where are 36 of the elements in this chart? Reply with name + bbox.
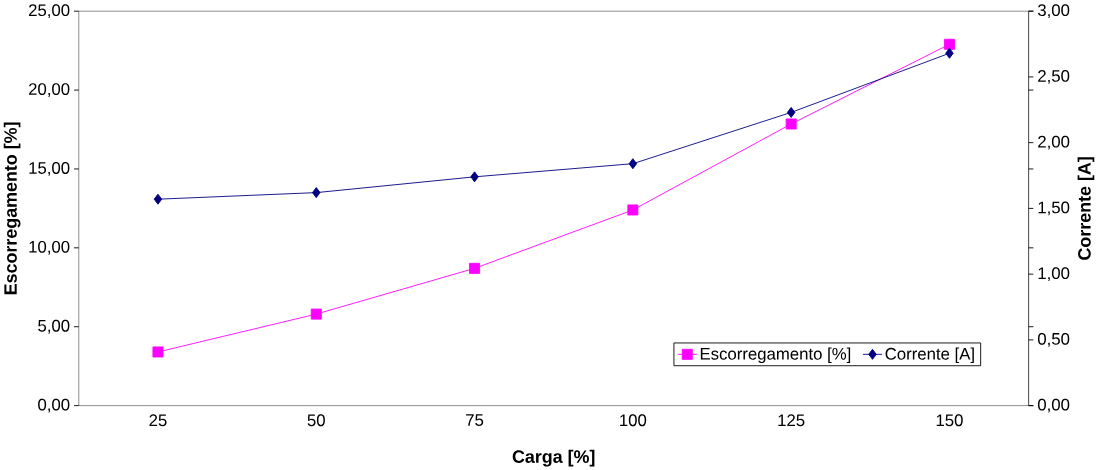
x-tick-label: 150 xyxy=(936,414,963,427)
y-tick-label: 15,00 xyxy=(29,161,70,176)
x-axis-title: Carga [%] xyxy=(512,449,595,467)
legend-label: Corrente [A] xyxy=(885,347,974,363)
y2-tick-label: 1,00 xyxy=(1038,267,1070,281)
y2-axis-title: Corrente [A] xyxy=(1077,157,1095,260)
point xyxy=(785,118,797,130)
y2-tick-label: 1,50 xyxy=(1038,201,1070,216)
x-tick-label: 75 xyxy=(466,414,484,426)
y-tick-label: 10,00 xyxy=(29,240,70,255)
y-tick-label: 5,00 xyxy=(38,319,70,334)
x-tick-label: 50 xyxy=(307,414,325,427)
point xyxy=(786,106,796,118)
y2-tick-label: 2,50 xyxy=(1038,69,1070,84)
point xyxy=(945,47,954,59)
x-tick-label: 25 xyxy=(149,414,167,427)
point xyxy=(152,346,164,358)
point xyxy=(312,186,321,198)
y-tick-label: 20,00 xyxy=(28,82,70,97)
point xyxy=(153,193,163,205)
x-tick-label: 100 xyxy=(620,414,647,427)
point xyxy=(628,158,638,170)
point xyxy=(469,262,481,274)
y2-tick-label: 0,50 xyxy=(1037,332,1070,347)
x-tick-label: 125 xyxy=(778,414,805,427)
y-axis-title: Escorregamento [%] xyxy=(3,122,21,294)
y-tick-label: 25,00 xyxy=(28,4,70,18)
y2-tick-label: 0,00 xyxy=(1037,398,1070,413)
y2-tick-label: 3,00 xyxy=(1037,4,1070,18)
point xyxy=(943,38,955,50)
point xyxy=(470,171,479,183)
point xyxy=(310,308,322,320)
y-tick-label: 0,00 xyxy=(38,398,70,413)
point xyxy=(627,204,639,216)
legend-label: Escorregamento [%] xyxy=(700,347,851,363)
y2-tick-label: 2,00 xyxy=(1038,135,1070,150)
